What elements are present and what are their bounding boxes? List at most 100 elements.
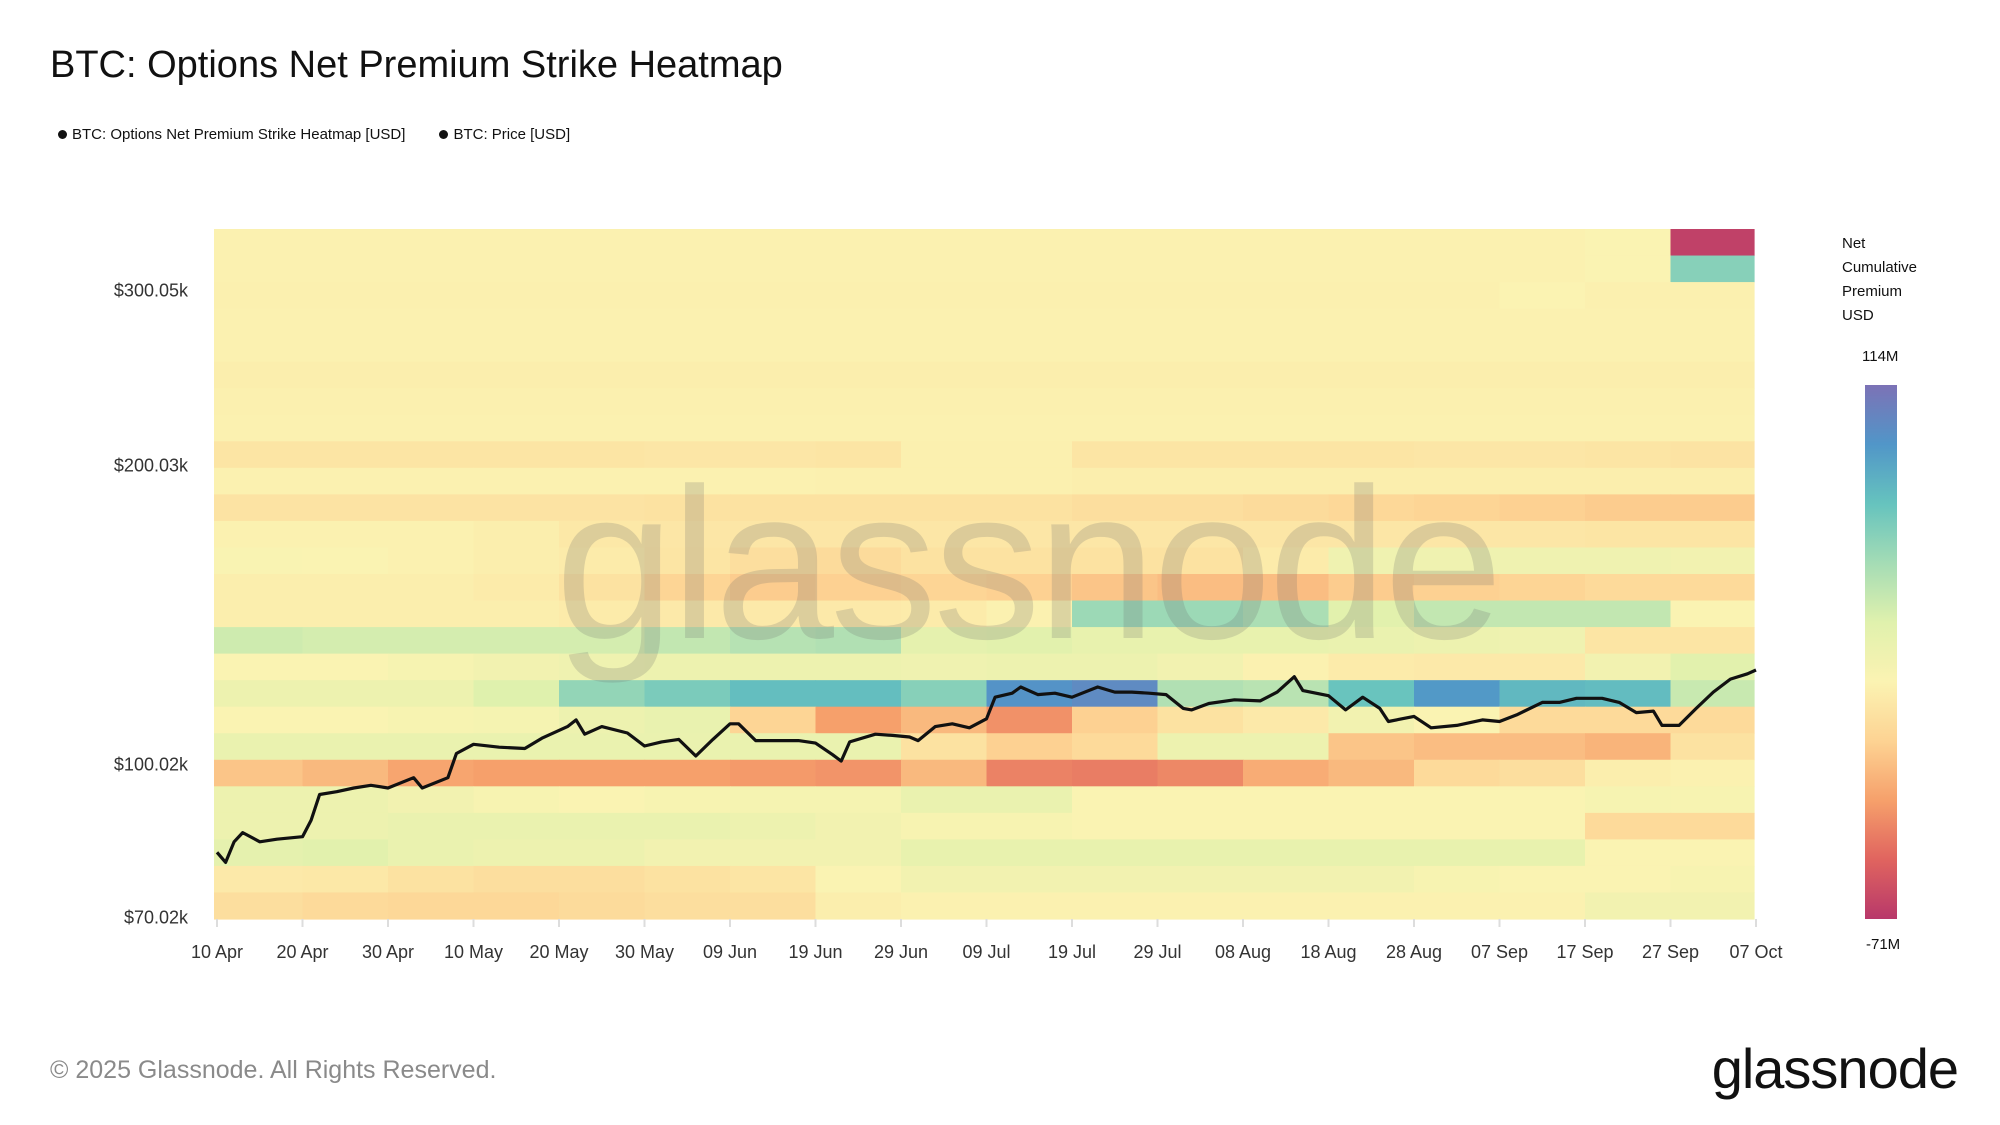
heatmap-cell: [473, 706, 560, 734]
heatmap-cell: [1243, 547, 1330, 575]
heatmap-cell: [302, 414, 389, 442]
heatmap-cell: [901, 229, 988, 257]
legend-item-heatmap[interactable]: BTC: Options Net Premium Strike Heatmap …: [58, 126, 405, 143]
heatmap-cell: [559, 574, 646, 602]
heatmap-cell: [1499, 494, 1586, 522]
heatmap-cell: [559, 414, 646, 442]
heatmap-cell: [473, 308, 560, 336]
y-tick-label: $100.02k: [113, 754, 188, 775]
heatmap-cell: [473, 414, 560, 442]
heatmap-cell: [815, 600, 902, 628]
heatmap-cell: [559, 388, 646, 416]
heatmap-cell: [1585, 627, 1672, 655]
heatmap-cell: [986, 494, 1073, 522]
heatmap-cell: [473, 361, 560, 389]
heatmap-cell: [302, 865, 389, 894]
heatmap-cell: [302, 388, 389, 416]
heatmap-cell: [214, 892, 304, 920]
heatmap-cell: [473, 574, 560, 602]
heatmap-cell: [559, 441, 646, 469]
heatmap-cell: [1328, 627, 1415, 655]
heatmap-cell: [1072, 388, 1159, 416]
heatmap-cell: [1072, 812, 1159, 840]
heatmap-cell: [1157, 335, 1244, 363]
heatmap-cell: [1157, 547, 1244, 575]
heatmap-cell: [730, 574, 817, 602]
heatmap-cell: [302, 839, 389, 867]
heatmap-cell: [302, 441, 389, 469]
heatmap-cell: [1585, 574, 1672, 602]
heatmap-cell: [730, 839, 817, 867]
heatmap-cell: [730, 255, 817, 283]
x-tick-label: 09 Jul: [962, 942, 1011, 962]
heatmap-cell: [1157, 494, 1244, 522]
heatmap-cell: [815, 229, 902, 257]
heatmap-cell: [1414, 865, 1501, 894]
heatmap-cell: [730, 441, 817, 469]
heatmap-cell: [388, 574, 475, 602]
heatmap-cell: [1670, 786, 1755, 814]
heatmap-cell: [1157, 282, 1244, 310]
heatmap-cell: [1243, 388, 1330, 416]
x-tick-label: 18 Aug: [1300, 942, 1357, 962]
heatmap-cell: [302, 680, 389, 708]
heatmap-cell: [559, 361, 646, 389]
heatmap-cell: [1414, 812, 1501, 840]
heatmap-cell: [901, 255, 988, 283]
heatmap-cell: [1157, 759, 1244, 787]
heatmap-cell: [1243, 759, 1330, 787]
heatmap-cell: [986, 759, 1073, 787]
heatmap-cell: [644, 892, 731, 920]
heatmap-cell: [302, 520, 389, 549]
heatmap-cell: [1585, 786, 1672, 814]
heatmap-cell: [559, 892, 646, 920]
heatmap-cell: [559, 600, 646, 628]
heatmap-cell: [644, 441, 731, 469]
heatmap-cell: [473, 759, 560, 787]
heatmap-cell: [1328, 467, 1415, 495]
heatmap-cell: [644, 547, 731, 575]
heatmap-cell: [1072, 547, 1159, 575]
heatmap-cell: [559, 547, 646, 575]
heatmap-cell: [1328, 733, 1415, 761]
price-line: [215, 668, 1757, 864]
heatmap-cell: [986, 335, 1073, 363]
heatmap-cell: [1157, 812, 1244, 840]
heatmap-cell: [1414, 520, 1501, 549]
heatmap-cell: [214, 680, 304, 708]
legend-label-price: BTC: Price [USD]: [453, 126, 571, 143]
heatmap-cell: [901, 547, 988, 575]
heatmap-cell: [473, 467, 560, 495]
heatmap-cell: [473, 653, 560, 681]
heatmap-cell: [1670, 414, 1755, 442]
legend-item-price[interactable]: BTC: Price [USD]: [439, 126, 570, 143]
heatmap-cell: [644, 812, 731, 840]
heatmap-cell: [1243, 733, 1330, 761]
heatmap-cell: [388, 706, 475, 734]
heatmap-cell: [1585, 812, 1672, 840]
heatmap-cell: [302, 467, 389, 495]
heatmap-cell: [730, 520, 817, 549]
heatmap-cell: [1072, 520, 1159, 549]
heatmap-cell: [644, 255, 731, 283]
heatmap-cell: [214, 812, 304, 840]
heatmap-cell: [815, 733, 902, 761]
heatmap-cell: [1585, 680, 1672, 708]
heatmap-cell: [1499, 282, 1586, 310]
heatmap-cell: [815, 282, 902, 310]
heatmap-cell: [1414, 494, 1501, 522]
heatmap-cell: [1414, 786, 1501, 814]
heatmap-cell: [1157, 414, 1244, 442]
heatmap-cell: [302, 892, 389, 920]
heatmap-cell: [815, 494, 902, 522]
x-tick-label: 30 Apr: [361, 942, 415, 962]
heatmap-cell: [388, 229, 475, 257]
heatmap-cell: [1414, 759, 1501, 787]
heatmap-cell: [1157, 706, 1244, 734]
heatmap-cell: [388, 441, 475, 469]
heatmap-cell: [644, 574, 731, 602]
heatmap-cell: [1670, 388, 1755, 416]
heatmap-cell: [644, 865, 731, 894]
heatmap-cell: [1157, 653, 1244, 681]
